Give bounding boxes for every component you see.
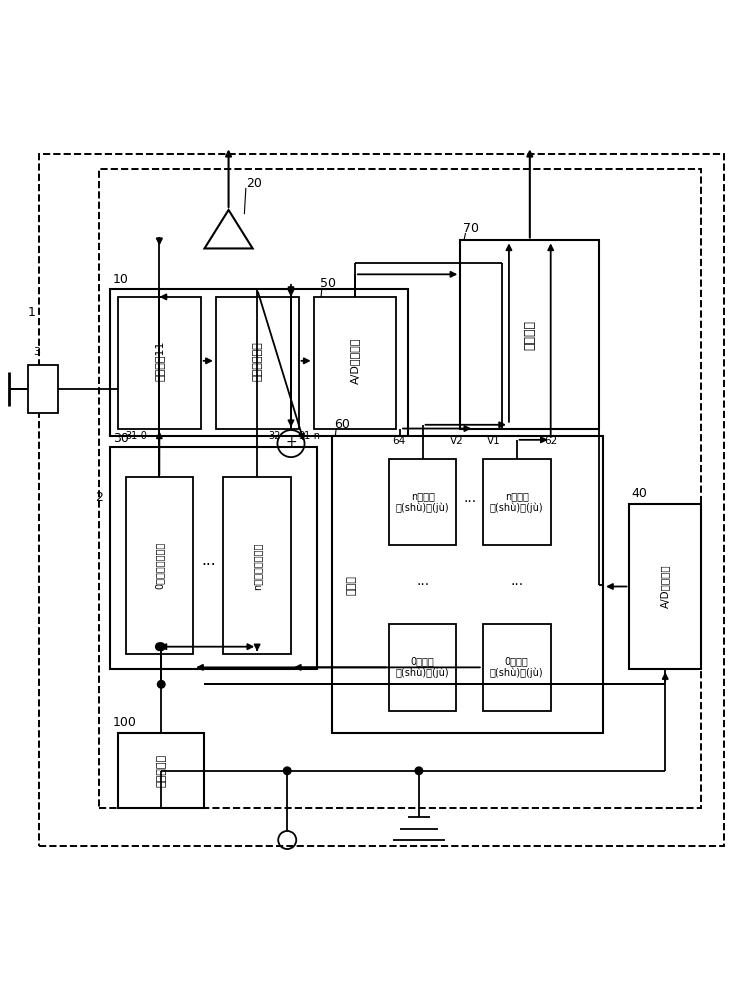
Text: 2: 2 <box>95 491 103 504</box>
Text: 30: 30 <box>112 432 128 445</box>
Text: n次電壓產生電路: n次電壓產生電路 <box>252 542 262 590</box>
Text: V1: V1 <box>487 436 501 446</box>
Circle shape <box>158 681 165 688</box>
Text: n次補償
數(shù)據(jù): n次補償 數(shù)據(jù) <box>396 491 449 513</box>
Text: V2: V2 <box>450 436 464 446</box>
Bar <box>630 504 701 669</box>
Text: 0次補償
數(shù)據(jù): 0次補償 數(shù)據(jù) <box>490 656 544 678</box>
Text: A/D轉換電路: A/D轉換電路 <box>350 338 360 384</box>
Text: 31-n: 31-n <box>298 431 321 441</box>
Text: 64: 64 <box>392 436 405 446</box>
Bar <box>389 459 457 545</box>
Text: ···: ··· <box>463 495 476 509</box>
Circle shape <box>283 767 291 775</box>
Text: 存儲部: 存儲部 <box>347 575 356 595</box>
Bar <box>389 624 457 711</box>
Bar <box>313 297 396 429</box>
Bar <box>118 733 205 808</box>
Text: ···: ··· <box>510 578 523 592</box>
Text: 40: 40 <box>632 487 648 500</box>
Text: 31-0: 31-0 <box>125 431 147 441</box>
Text: 100: 100 <box>112 716 137 729</box>
Text: ···: ··· <box>416 578 429 592</box>
Text: 70: 70 <box>464 222 479 235</box>
Text: 0次補償
數(shù)據(jù): 0次補償 數(shù)據(jù) <box>396 656 449 678</box>
Circle shape <box>158 643 165 650</box>
Text: 0次電壓產生電路: 0次電壓產生電路 <box>154 542 165 589</box>
Bar <box>125 477 193 654</box>
Bar <box>216 297 298 429</box>
Bar <box>118 297 201 429</box>
Bar <box>223 477 291 654</box>
Text: 50: 50 <box>319 277 335 290</box>
Text: 可變電容電路: 可變電容電路 <box>252 341 262 381</box>
Text: 3: 3 <box>33 347 40 357</box>
Text: ···: ··· <box>201 558 216 573</box>
Circle shape <box>415 767 423 775</box>
Text: A/D轉換電路: A/D轉換電路 <box>660 565 670 608</box>
Text: 接口電路: 接口電路 <box>523 320 536 350</box>
Text: 20: 20 <box>246 177 262 190</box>
Text: 1: 1 <box>27 306 35 319</box>
Text: 10: 10 <box>112 273 128 286</box>
Text: n次補償
數(shù)據(jù): n次補償 數(shù)據(jù) <box>490 491 544 513</box>
Text: 振蕩電路11: 振蕩電路11 <box>154 341 165 381</box>
Text: 60: 60 <box>334 418 350 431</box>
Text: 32: 32 <box>269 431 281 441</box>
Text: 62: 62 <box>544 436 557 446</box>
Text: 溫度傳感器: 溫度傳感器 <box>156 754 166 787</box>
Text: +: + <box>285 435 297 449</box>
Bar <box>482 624 550 711</box>
Bar <box>482 459 550 545</box>
Bar <box>110 289 408 436</box>
Bar <box>332 436 603 733</box>
Circle shape <box>156 643 163 650</box>
Bar <box>461 240 599 429</box>
Bar <box>99 169 701 808</box>
Bar <box>110 447 317 669</box>
Bar <box>28 365 58 413</box>
